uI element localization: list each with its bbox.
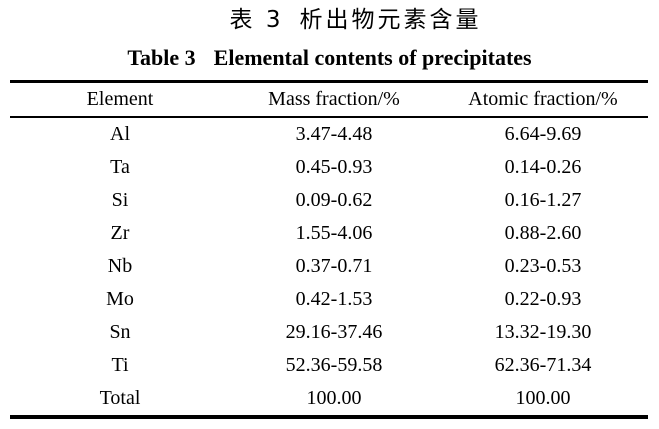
mass-fraction-cell: 0.45-0.93 [295, 156, 373, 178]
element-cell: Al [110, 123, 130, 145]
mass-fraction-cell: 52.36-59.58 [285, 354, 383, 376]
atomic-fraction-cell: 0.22-0.93 [504, 288, 582, 310]
element-cell: Si [111, 189, 129, 211]
column-header-element: Element [86, 88, 154, 110]
table-row-total: Total 100.00 100.00 [10, 382, 648, 417]
table-caption-en-title: Elemental contents of precipitates [213, 45, 532, 70]
mass-fraction-cell: 100.00 [306, 387, 362, 409]
element-cell: Total [99, 387, 141, 409]
table-row-nb: Nb 0.37-0.71 0.23-0.53 [10, 250, 648, 283]
table-row-mo: Mo 0.42-1.53 0.22-0.93 [10, 283, 648, 316]
atomic-fraction-cell: 13.32-19.30 [494, 321, 592, 343]
table-header-row: Element Mass fraction/% Atomic fraction/… [10, 82, 648, 117]
table-caption-en-label: Table 3 [127, 45, 196, 70]
mass-fraction-cell: 3.47-4.48 [295, 123, 373, 145]
atomic-fraction-cell: 0.14-0.26 [504, 156, 582, 178]
table-caption-zh-title: 析出物元素含量 [299, 7, 482, 33]
element-cell: Mo [106, 288, 134, 310]
table-row-al: Al 3.47-4.48 6.64-9.69 [10, 117, 648, 151]
element-cell: Sn [109, 321, 131, 343]
table-row-si: Si 0.09-0.62 0.16-1.27 [10, 184, 648, 217]
element-cell: Ti [111, 354, 129, 376]
table-body: Al 3.47-4.48 6.64-9.69 Ta 0.45-0.93 0.14… [10, 117, 648, 417]
table-caption-zh: 表 3 析出物元素含量 [26, 0, 659, 33]
mass-fraction-cell: 1.55-4.06 [295, 222, 373, 244]
element-cell: Zr [110, 222, 130, 244]
table-row-ti: Ti 52.36-59.58 62.36-71.34 [10, 349, 648, 382]
column-header-mass-fraction: Mass fraction/% [268, 88, 400, 110]
table-row-sn: Sn 29.16-37.46 13.32-19.30 [10, 316, 648, 349]
table-row-zr: Zr 1.55-4.06 0.88-2.60 [10, 217, 648, 250]
mass-fraction-cell: 0.42-1.53 [295, 288, 373, 310]
atomic-fraction-cell: 6.64-9.69 [504, 123, 582, 145]
atomic-fraction-cell: 0.16-1.27 [504, 189, 582, 211]
mass-fraction-cell: 0.37-0.71 [295, 255, 373, 277]
atomic-fraction-cell: 62.36-71.34 [494, 354, 592, 376]
table-caption-zh-label: 表 3 [229, 7, 284, 33]
table-caption-en: Table 3 Elemental contents of precipitat… [0, 46, 659, 70]
element-cell: Ta [110, 156, 130, 178]
column-header-atomic-fraction: Atomic fraction/% [468, 88, 618, 110]
table-row-ta: Ta 0.45-0.93 0.14-0.26 [10, 151, 648, 184]
mass-fraction-cell: 0.09-0.62 [295, 189, 373, 211]
atomic-fraction-cell: 100.00 [515, 387, 571, 409]
element-cell: Nb [107, 255, 133, 277]
precipitates-table: Element Mass fraction/% Atomic fraction/… [10, 80, 648, 419]
atomic-fraction-cell: 0.88-2.60 [504, 222, 582, 244]
table-header: Element Mass fraction/% Atomic fraction/… [10, 82, 648, 117]
atomic-fraction-cell: 0.23-0.53 [504, 255, 582, 277]
mass-fraction-cell: 29.16-37.46 [285, 321, 383, 343]
